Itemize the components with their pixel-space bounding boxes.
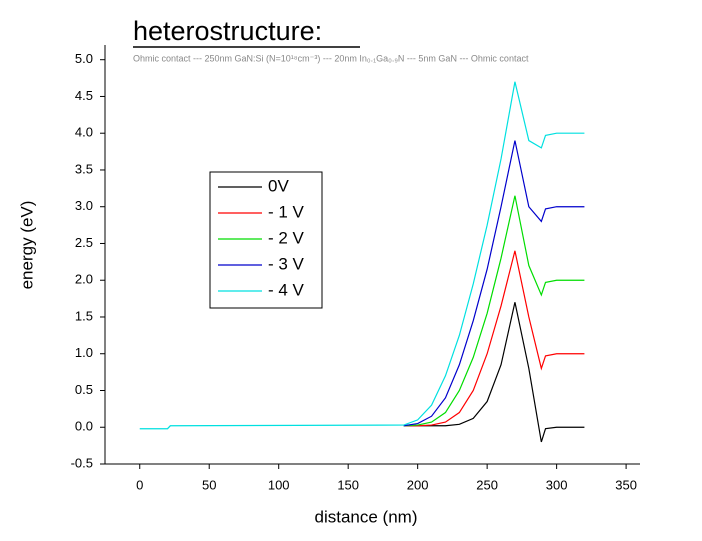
series-line <box>403 140 585 427</box>
legend-box <box>209 171 323 309</box>
x-axis-label: distance (nm) <box>315 507 418 526</box>
legend-label: 0V <box>268 176 289 195</box>
y-tick-label: 2.5 <box>75 235 93 250</box>
y-tick-label: 2.0 <box>75 272 93 287</box>
x-tick-label: 50 <box>202 477 216 492</box>
legend-label: - 1 V <box>268 202 305 221</box>
series-line <box>403 250 585 427</box>
x-tick-label: 200 <box>407 477 429 492</box>
y-tick-label: 1.0 <box>75 345 93 360</box>
y-tick-label: 0.5 <box>75 382 93 397</box>
y-tick-label: 3.0 <box>75 198 93 213</box>
x-tick-label: 300 <box>546 477 568 492</box>
y-tick-label: -0.5 <box>71 455 93 470</box>
chart-title: heterostructure: <box>133 16 322 46</box>
y-tick-label: 4.0 <box>75 125 93 140</box>
legend-label: - 3 V <box>268 254 305 273</box>
legend-label: - 2 V <box>268 228 305 247</box>
series-line <box>139 81 585 430</box>
x-tick-label: 250 <box>476 477 498 492</box>
x-tick-label: 150 <box>337 477 359 492</box>
chart-subtitle: Ohmic contact --- 250nm GaN:Si (N=10¹⁸cm… <box>133 53 529 63</box>
x-tick-label: 0 <box>136 477 143 492</box>
y-tick-label: 4.5 <box>75 88 93 103</box>
y-tick-label: 3.5 <box>75 161 93 176</box>
y-tick-label: 1.5 <box>75 308 93 323</box>
x-tick-label: 100 <box>268 477 290 492</box>
y-tick-label: 0.0 <box>75 419 93 434</box>
series-line <box>403 302 585 443</box>
x-tick-label: 350 <box>615 477 637 492</box>
y-tick-label: 5.0 <box>75 51 93 66</box>
series-line <box>403 195 585 427</box>
legend-label: - 4 V <box>268 280 305 299</box>
y-axis-label: energy (eV) <box>17 201 36 290</box>
